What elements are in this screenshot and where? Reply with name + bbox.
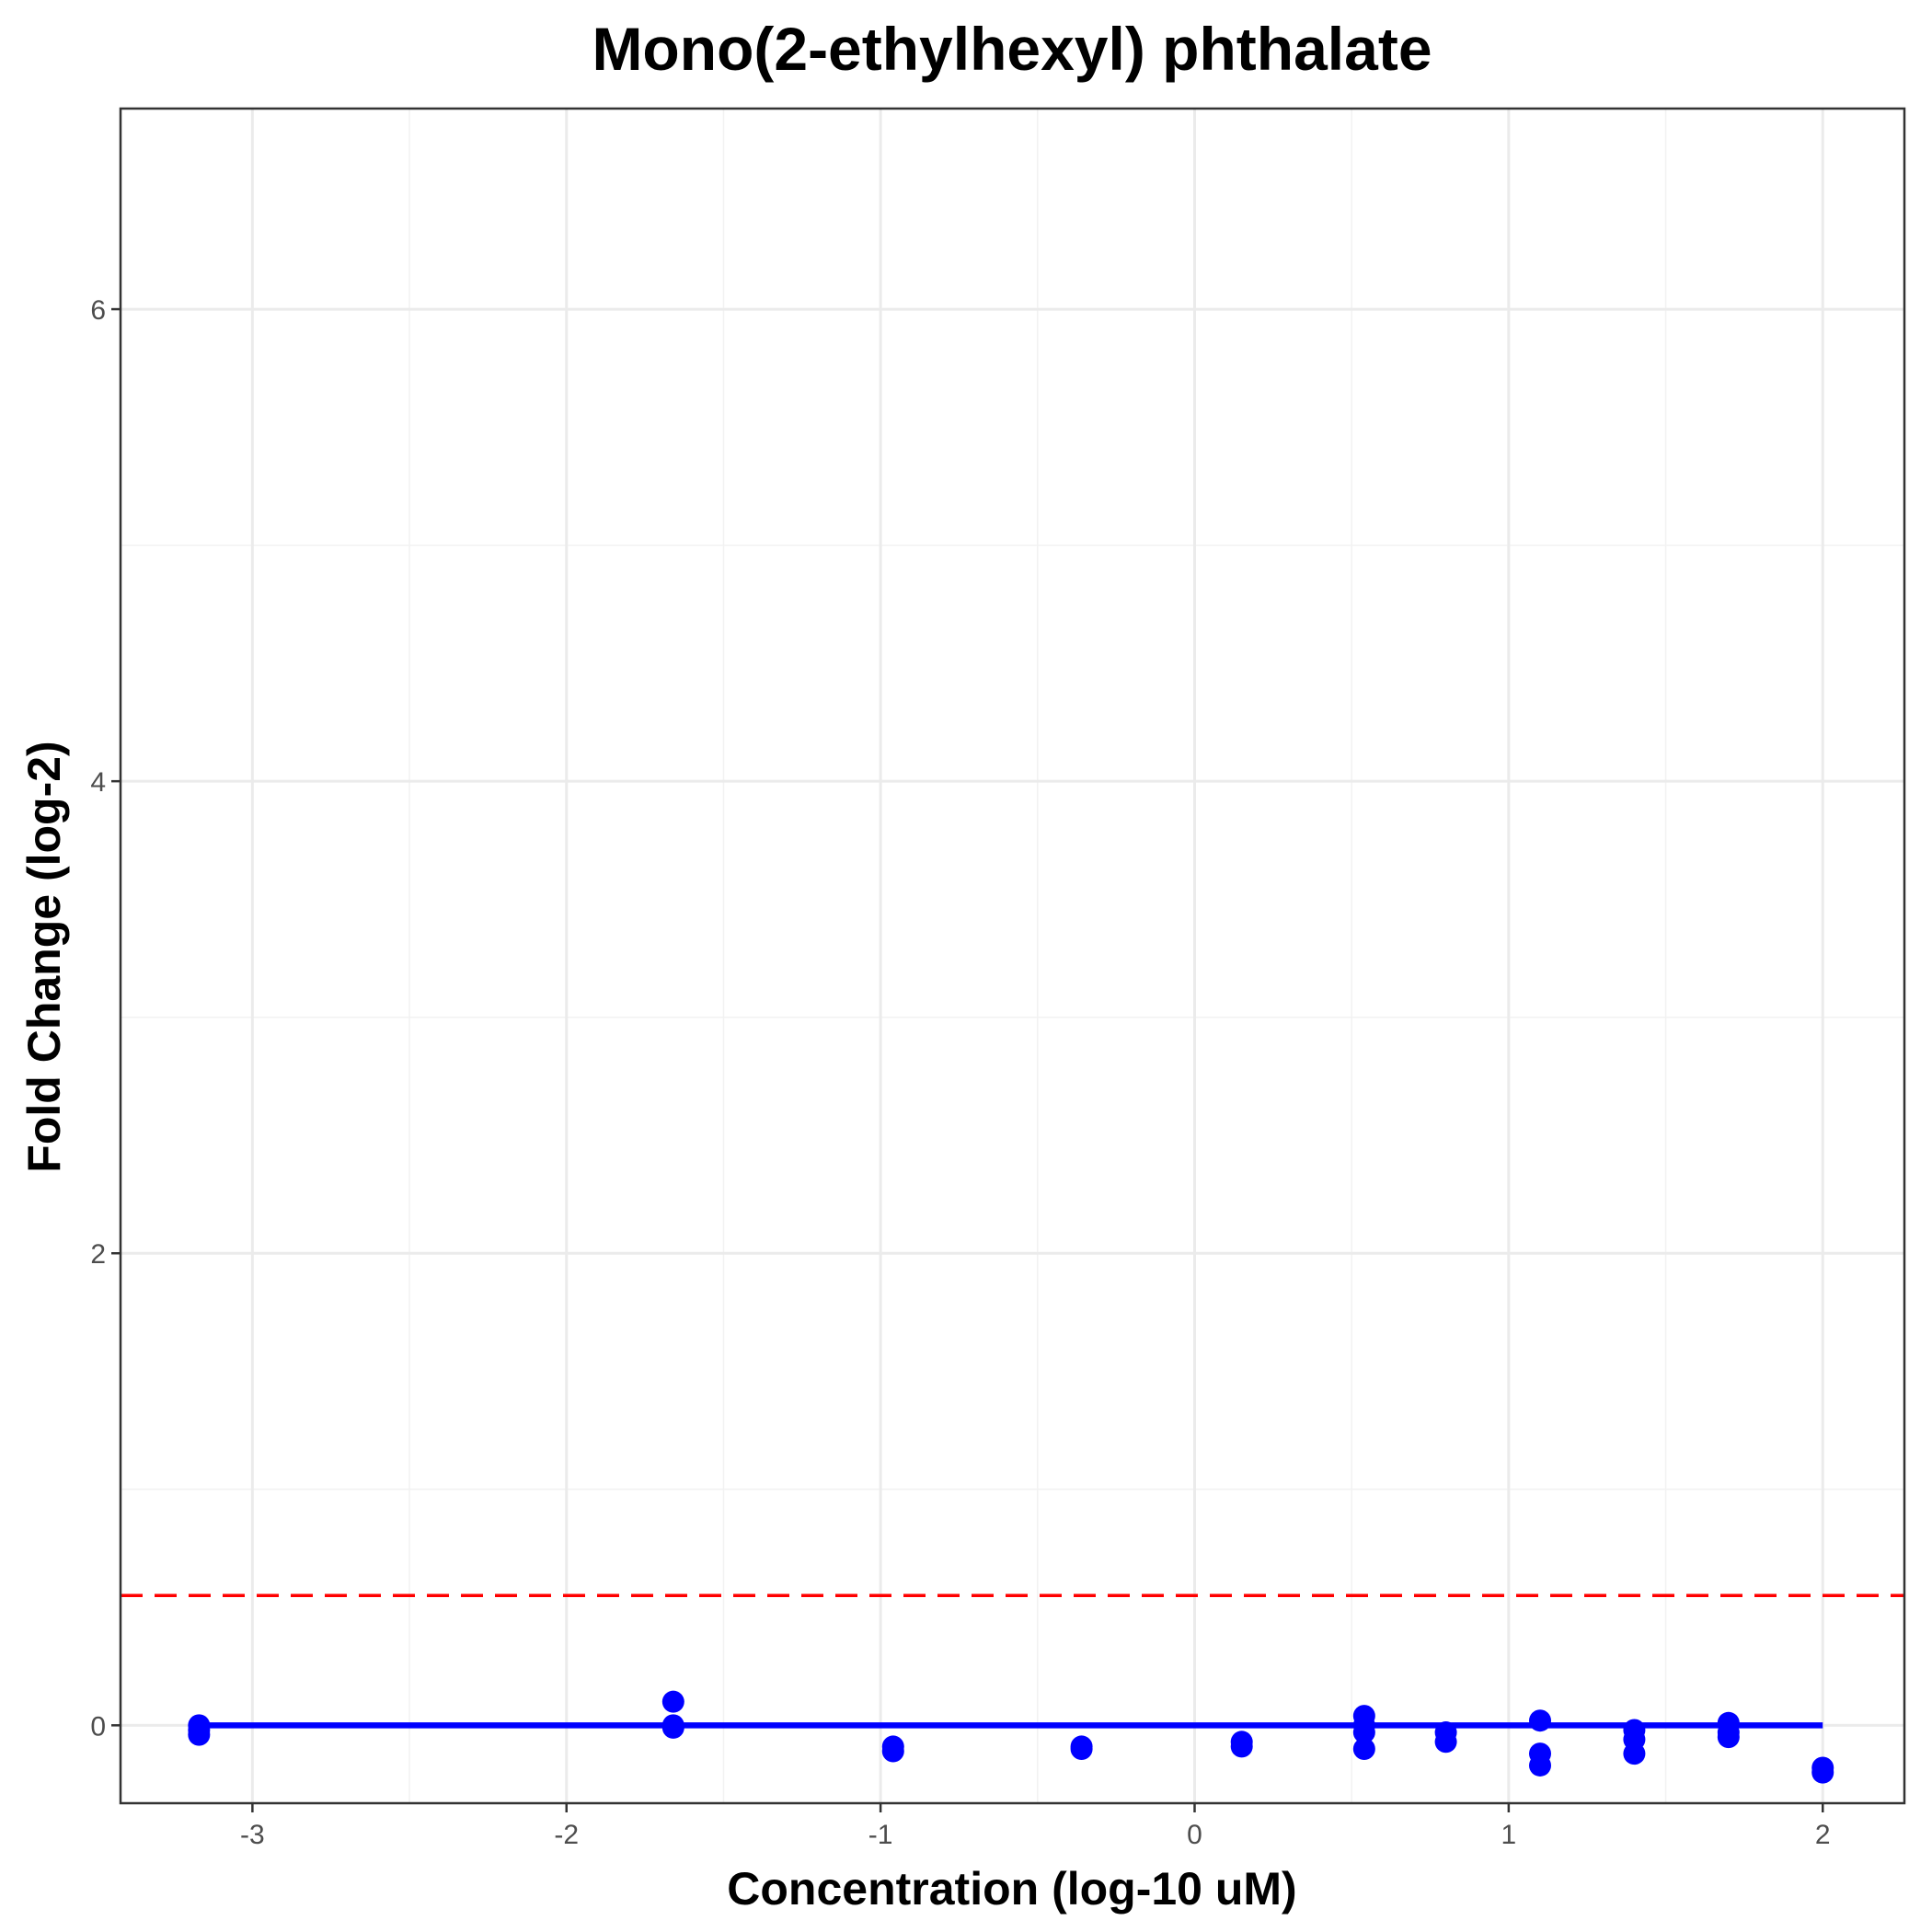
major-gridlines <box>121 109 1904 1803</box>
x-tick-label: 2 <box>1815 1820 1831 1850</box>
minor-gridlines <box>121 109 1904 1803</box>
plot-panel-border <box>119 107 1906 1805</box>
x-tick-label: -2 <box>554 1820 579 1850</box>
data-point <box>1811 1761 1834 1784</box>
data-point <box>1070 1737 1093 1760</box>
data-point <box>1529 1754 1552 1777</box>
data-point <box>1529 1709 1552 1732</box>
data-point <box>188 1723 211 1746</box>
data-point <box>1352 1737 1375 1760</box>
data-point <box>881 1740 904 1763</box>
data-point <box>1230 1735 1253 1758</box>
x-axis-title: Concentration (log-10 uM) <box>727 1863 1296 1915</box>
axis-ticks: -3 -2 -1 0 1 2 0 2 4 6 <box>90 295 1830 1850</box>
data-point <box>1623 1742 1646 1765</box>
y-tick-label: 2 <box>90 1239 106 1270</box>
data-point <box>661 1690 684 1713</box>
data-point <box>661 1716 684 1739</box>
x-tick-label: 1 <box>1501 1820 1517 1850</box>
x-tick-label: -3 <box>240 1820 265 1850</box>
data-point <box>1717 1726 1740 1749</box>
data-point <box>1434 1731 1457 1754</box>
y-tick-label: 6 <box>90 295 106 326</box>
y-axis-title: Fold Change (log-2) <box>18 741 70 1172</box>
plot-series <box>121 1593 1904 1784</box>
x-tick-label: -1 <box>868 1820 893 1850</box>
y-tick-label: 0 <box>90 1711 106 1742</box>
chart-title: Mono(2-ethylhexyl) phthalate <box>592 15 1432 83</box>
y-tick-label: 4 <box>90 767 106 798</box>
x-tick-label: 0 <box>1187 1820 1202 1850</box>
data-point <box>1352 1714 1375 1737</box>
